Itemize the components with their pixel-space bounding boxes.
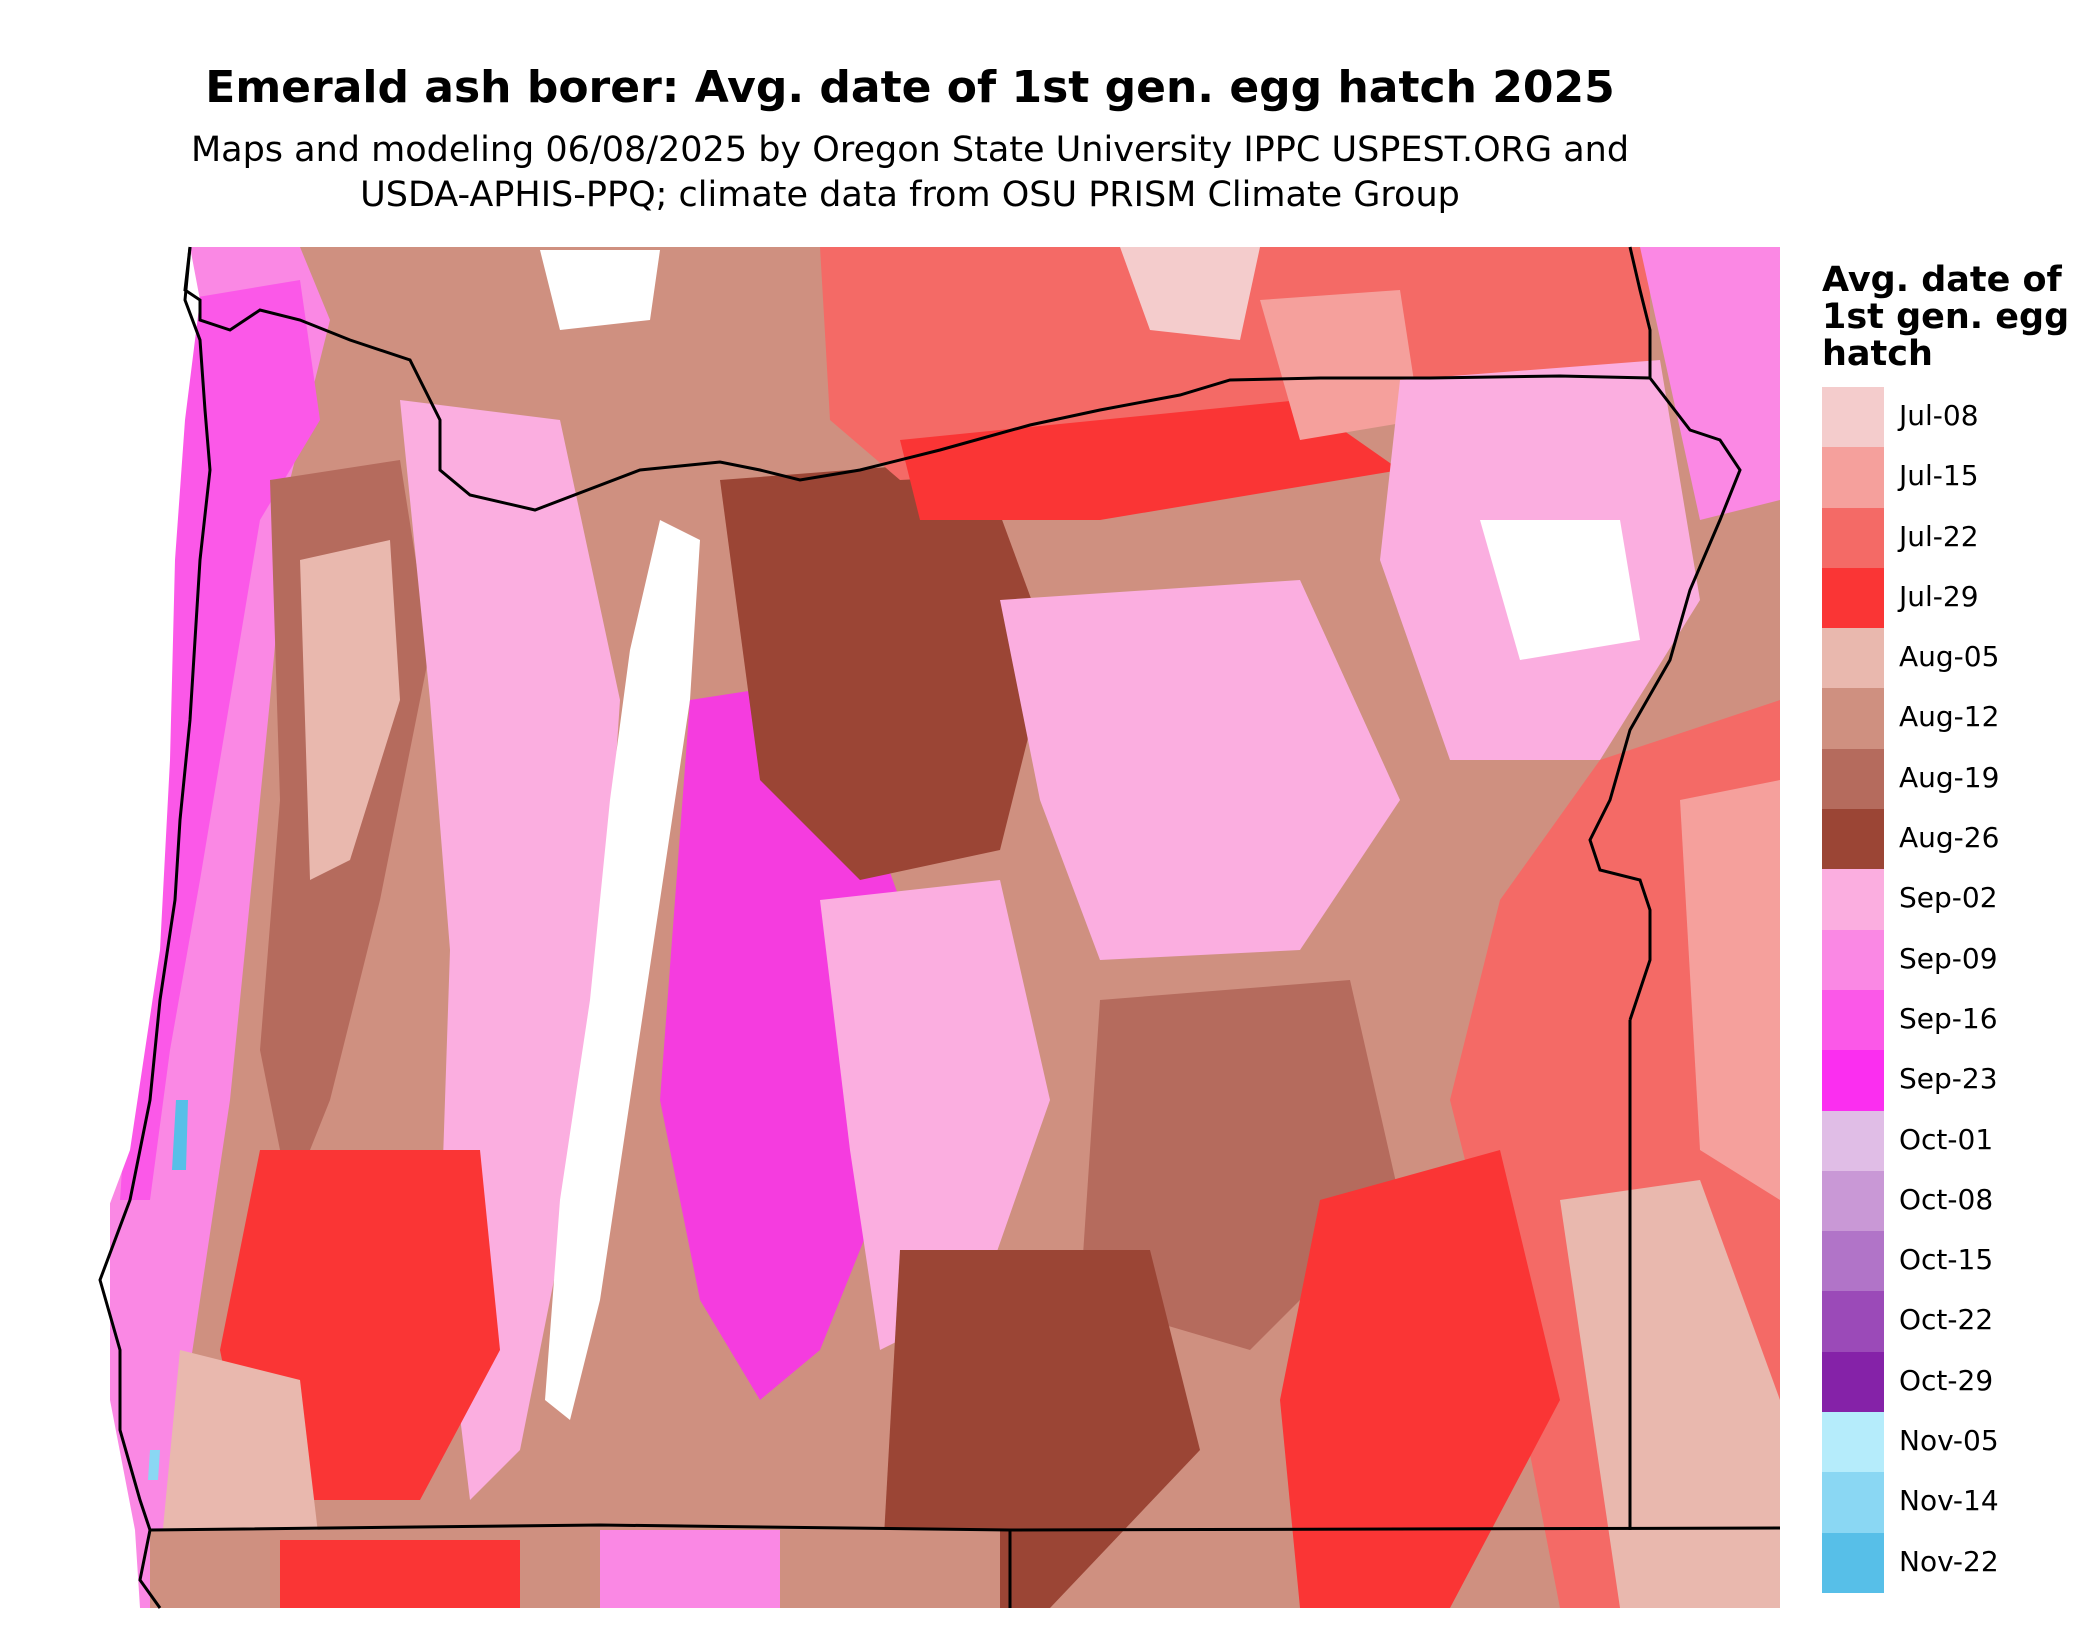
map-subtitle: Maps and modeling 06/08/2025 by Oregon S… <box>0 128 1820 218</box>
legend-label: Jul-22 <box>1899 519 1979 553</box>
subtitle-line-2: USDA-APHIS-PPQ; climate data from OSU PR… <box>360 175 1460 215</box>
legend-swatch <box>1822 809 1884 870</box>
legend-label: Jul-15 <box>1899 459 1979 493</box>
legend-swatch <box>1822 1291 1884 1352</box>
legend-label: Nov-22 <box>1899 1544 1999 1578</box>
legend-swatch <box>1822 1412 1884 1473</box>
legend-label: Jul-29 <box>1899 579 1979 613</box>
legend-swatch <box>1822 1532 1884 1593</box>
legend-swatch <box>1822 688 1884 749</box>
legend-label: Aug-26 <box>1899 821 2000 855</box>
map-raster <box>110 247 1780 1608</box>
map-title: Emerald ash borer: Avg. date of 1st gen.… <box>205 62 1615 113</box>
state-boundaries <box>98 246 1781 1609</box>
legend-swatch <box>1822 567 1884 629</box>
legend-swatch <box>1822 628 1884 689</box>
legend-label: Sep-09 <box>1899 941 1998 975</box>
legend-label: Aug-12 <box>1899 700 2000 734</box>
legend-label: Oct-29 <box>1899 1363 1994 1397</box>
legend-swatch <box>1822 748 1884 810</box>
legend-label: Aug-05 <box>1899 640 2000 674</box>
legend-swatch <box>1822 1231 1884 1292</box>
legend-label: Sep-16 <box>1899 1001 1998 1035</box>
legend-title-line-1: Avg. date of <box>1822 260 2062 300</box>
legend-swatch <box>1822 447 1884 508</box>
legend-label: Oct-01 <box>1899 1122 1994 1156</box>
legend-swatch <box>1822 387 1884 448</box>
legend-swatch <box>1822 869 1884 930</box>
legend-label: Sep-23 <box>1899 1062 1998 1096</box>
legend-label: Nov-05 <box>1899 1424 1999 1458</box>
legend-label: Aug-19 <box>1899 760 2000 794</box>
legend-label: Oct-22 <box>1899 1303 1994 1337</box>
legend-label: Oct-08 <box>1899 1182 1994 1216</box>
legend-label: Sep-02 <box>1899 881 1998 915</box>
legend-label: Nov-14 <box>1899 1484 1999 1518</box>
legend-title-line-3: hatch <box>1822 334 1933 374</box>
legend-swatch <box>1822 1351 1884 1413</box>
legend-label: Jul-08 <box>1899 399 1979 432</box>
subtitle-line-1: Maps and modeling 06/08/2025 by Oregon S… <box>190 130 1630 170</box>
legend-label: Oct-15 <box>1899 1243 1994 1277</box>
degree-day-map <box>98 246 1781 1609</box>
legend-swatch <box>1822 989 1884 1051</box>
legend-swatch <box>1822 929 1884 990</box>
legend-swatch <box>1822 507 1884 568</box>
legend-swatch <box>1822 1170 1884 1232</box>
legend-title: Avg. date of 1st gen. egg hatch <box>1822 262 2092 373</box>
legend-swatch <box>1822 1050 1884 1111</box>
legend-swatch <box>1822 1472 1884 1533</box>
legend-title-line-2: 1st gen. egg <box>1822 297 2070 337</box>
legend-swatch <box>1822 1110 1884 1171</box>
